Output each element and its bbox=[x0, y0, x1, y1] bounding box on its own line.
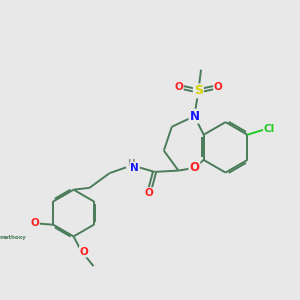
Text: Cl: Cl bbox=[264, 124, 275, 134]
Text: N: N bbox=[130, 163, 139, 173]
Text: H: H bbox=[127, 159, 134, 168]
Text: O: O bbox=[30, 218, 39, 228]
Text: N: N bbox=[189, 110, 200, 123]
Text: O: O bbox=[189, 161, 200, 174]
Text: S: S bbox=[194, 84, 203, 98]
Text: O: O bbox=[214, 82, 223, 92]
Text: methoxy: methoxy bbox=[0, 235, 26, 240]
Text: O: O bbox=[80, 247, 88, 256]
Text: O: O bbox=[145, 188, 154, 198]
Text: O: O bbox=[174, 82, 183, 92]
